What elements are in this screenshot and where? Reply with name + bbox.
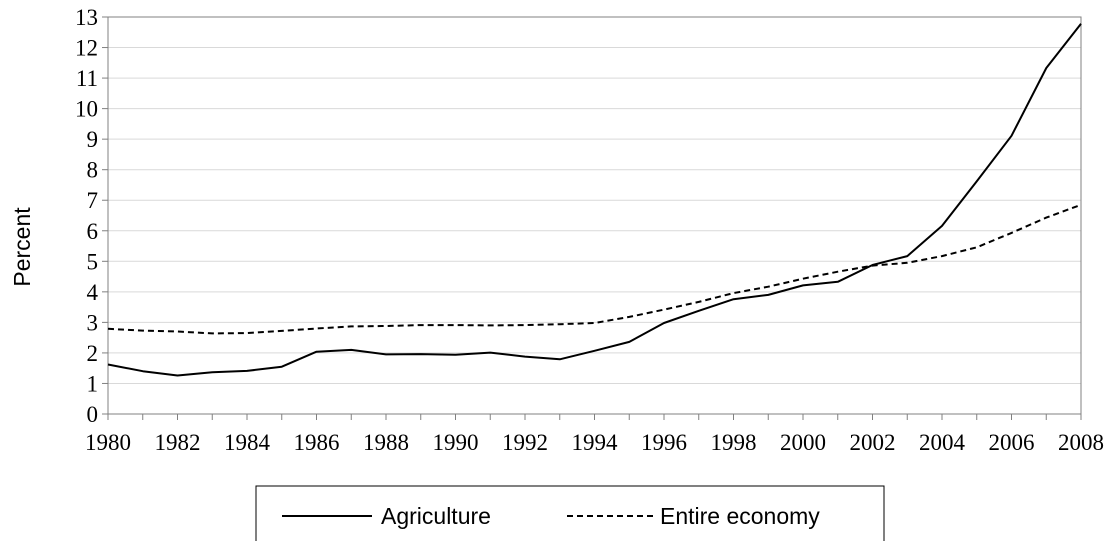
- y-tick-label-5: 5: [87, 249, 99, 274]
- plot-area-border: [107, 16, 1082, 415]
- legend-label-agriculture: Agriculture: [381, 503, 491, 529]
- x-tick-label-1990: 1990: [433, 430, 479, 455]
- gridlines: [108, 47, 1081, 384]
- y-tick-label-8: 8: [87, 158, 99, 183]
- y-tick-label-13: 13: [75, 5, 98, 30]
- y-tick-label-11: 11: [76, 66, 98, 91]
- series-line-agriculture: [107, 23, 1082, 377]
- x-tick-label-1994: 1994: [572, 430, 619, 455]
- y-tick-label-1: 1: [87, 371, 99, 396]
- x-tick-label-1996: 1996: [641, 430, 687, 455]
- y-tick-label-7: 7: [87, 188, 99, 213]
- y-tick-label-3: 3: [87, 310, 99, 335]
- x-tick-label-1998: 1998: [711, 430, 757, 455]
- series-lines: [107, 23, 1082, 377]
- legend: Agriculture Entire economy: [255, 485, 885, 541]
- x-tick-label-1988: 1988: [363, 430, 409, 455]
- x-tick-label-2002: 2002: [850, 430, 896, 455]
- x-tick-label-2008: 2008: [1058, 430, 1104, 455]
- legend-box: [255, 485, 885, 541]
- x-tick-label-1982: 1982: [155, 430, 201, 455]
- y-tick-label-12: 12: [75, 36, 98, 61]
- y-axis-title: Percent: [9, 207, 35, 287]
- x-tick-label-1986: 1986: [294, 430, 340, 455]
- x-tick-label-2000: 2000: [780, 430, 826, 455]
- y-tick-label-10: 10: [75, 97, 98, 122]
- x-tick-label-2006: 2006: [989, 430, 1035, 455]
- y-tick-label-6: 6: [87, 219, 99, 244]
- x-tick-label-1984: 1984: [224, 430, 271, 455]
- y-tick-label-9: 9: [87, 127, 99, 152]
- x-tick-label-1992: 1992: [502, 430, 548, 455]
- axes: [102, 16, 1082, 420]
- y-tick-label-0: 0: [87, 402, 99, 427]
- legend-label-entire-economy: Entire economy: [660, 503, 820, 529]
- y-tick-label-2: 2: [87, 341, 99, 366]
- x-tick-label-2004: 2004: [919, 430, 966, 455]
- x-tick-label-1980: 1980: [85, 430, 131, 455]
- series-line-entire-economy: [107, 203, 1082, 335]
- y-tick-label-4: 4: [87, 280, 99, 305]
